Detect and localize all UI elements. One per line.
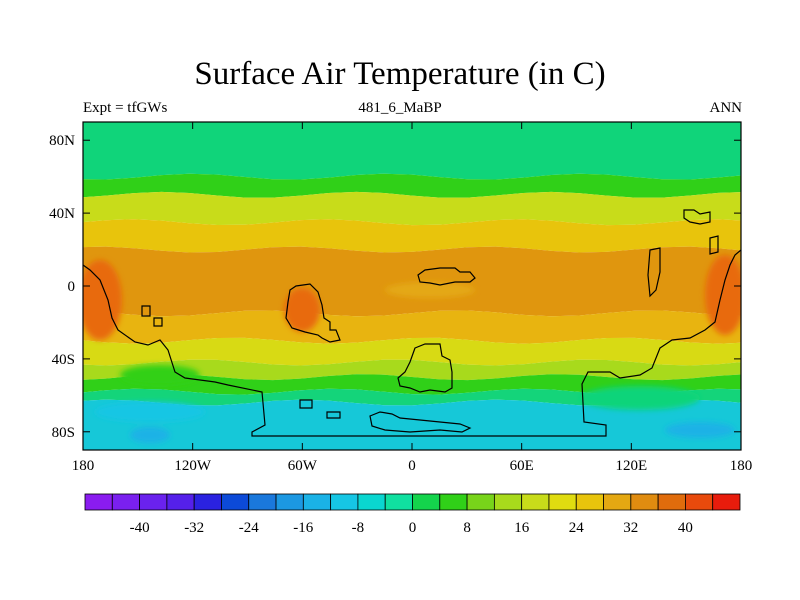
colorbar	[84, 493, 741, 511]
colorbar-swatch	[166, 493, 195, 511]
colorbar-swatch	[493, 493, 523, 511]
colorbar-label: 32	[623, 520, 638, 536]
south-island-large	[397, 343, 453, 393]
colorbar-swatch	[712, 493, 741, 511]
colorbar-swatch	[630, 493, 659, 511]
colorbar-swatch	[439, 493, 468, 511]
lon-tick-label: 60W	[288, 458, 318, 474]
period-label: 481_6_MaBP	[358, 100, 442, 116]
lon-tick-label: 60E	[510, 458, 534, 474]
lon-tick-label: 120W	[174, 458, 212, 474]
colorbar-label: -24	[239, 520, 259, 536]
colorbar-swatch	[248, 493, 277, 511]
colorbar-labels: -40 -32 -24 -16 -8 0 8 16 24 32 40	[130, 520, 693, 536]
colorbar-label: -40	[130, 520, 150, 536]
axis-tick-labels: 80N 40N 0 40S 80S 180 120W 60W 0 60E 120E 180	[49, 133, 752, 474]
colorbar-label: 0	[409, 520, 417, 536]
temperature-band	[83, 399, 741, 450]
lat-tick-label: 40S	[52, 352, 75, 368]
temperature-band	[83, 219, 741, 253]
temperature-band	[83, 173, 741, 198]
colorbar-swatch	[111, 493, 140, 511]
colorbar-label: 40	[678, 520, 693, 536]
colorbar-swatch	[466, 493, 495, 511]
south-island-a	[299, 399, 313, 409]
colorbar-swatch	[384, 493, 413, 511]
temperature-band	[83, 246, 741, 317]
experiment-label: Expt = tfGWs	[83, 100, 168, 116]
colorbar-swatch	[302, 493, 332, 511]
colorbar-swatch	[193, 493, 222, 511]
lon-tick-label: 180	[730, 458, 753, 474]
colorbar-swatch	[275, 493, 304, 511]
east-small-c	[153, 317, 163, 327]
continent-outlines	[83, 209, 741, 437]
temperature-band	[83, 359, 741, 381]
lat-tick-label: 40N	[49, 206, 75, 222]
south-island-b	[326, 411, 341, 419]
northeast-island	[683, 209, 711, 225]
lon-tick-label: 0	[408, 458, 416, 474]
lon-tick-label: 180	[72, 458, 95, 474]
colorbar-swatch	[685, 493, 714, 511]
lat-tick-label: 80S	[52, 425, 75, 441]
temperature-band	[83, 122, 741, 180]
equatorial-continent	[285, 283, 341, 343]
colorbar-swatch	[84, 493, 113, 511]
colorbar-swatch	[657, 493, 686, 511]
colorbar-label: -8	[352, 520, 365, 536]
antarctic-edge	[369, 411, 472, 433]
lon-tick-label: 120E	[615, 458, 647, 474]
lat-tick-label: 80N	[49, 133, 75, 149]
colorbar-swatch	[357, 493, 386, 511]
colorbar-label: 16	[514, 520, 530, 536]
colorbar-swatch	[221, 493, 250, 511]
colorbar-swatch	[139, 493, 168, 511]
temperature-band	[83, 388, 741, 406]
colorbar-swatch	[548, 493, 577, 511]
lat-tick-label: 0	[68, 279, 76, 295]
colorbar-swatch	[521, 493, 550, 511]
colorbar-swatch	[330, 493, 359, 511]
east-strip	[647, 247, 661, 298]
colorbar-label: -16	[293, 520, 313, 536]
temperature-band	[83, 337, 741, 366]
colorbar-label: 8	[463, 520, 471, 536]
plot-title: Surface Air Temperature (in C)	[194, 56, 606, 92]
season-label: ANN	[709, 100, 743, 116]
east-small-a	[709, 235, 719, 255]
axis-ticks	[82, 122, 742, 450]
colorbar-label: 24	[569, 520, 585, 536]
colorbar-swatch	[603, 493, 632, 511]
colorbar-swatch	[412, 493, 441, 511]
regional-shading	[83, 255, 741, 443]
temperature-field	[83, 122, 741, 450]
landmass-west	[83, 249, 741, 437]
colorbar-label: -32	[184, 520, 204, 536]
north-island	[417, 267, 476, 286]
east-small-b	[141, 305, 151, 317]
colorbar-swatch	[575, 493, 604, 511]
temperature-band	[83, 310, 741, 344]
temperature-band	[83, 191, 741, 226]
